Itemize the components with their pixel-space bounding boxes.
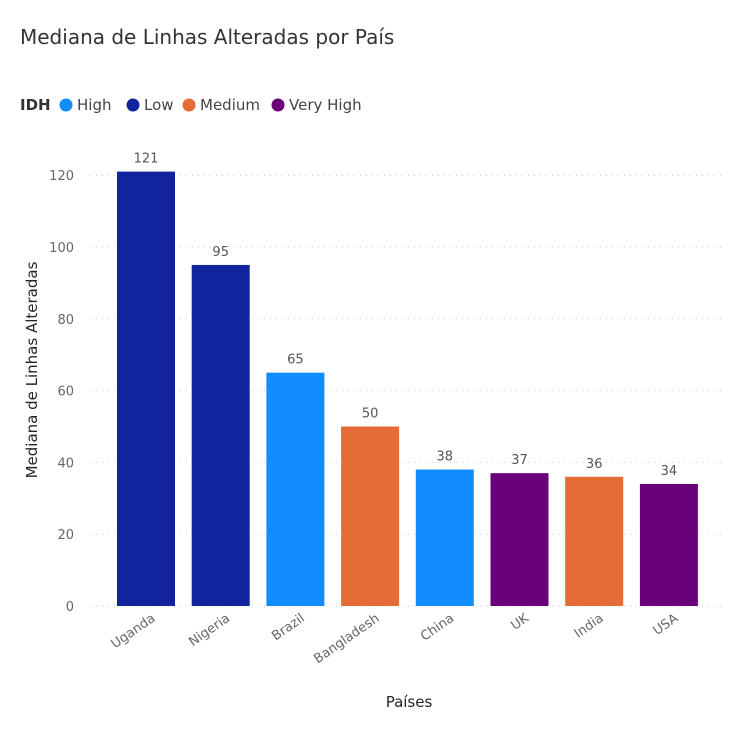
y-tick-label: 120 — [49, 169, 74, 184]
legend-title: IDH — [20, 96, 51, 114]
bars — [117, 171, 698, 607]
x-tick-label-nigeria: Nigeria — [186, 611, 233, 650]
data-label-india: 36 — [586, 457, 603, 472]
x-axis-title: Países — [386, 693, 433, 711]
data-label-bangladesh: 50 — [362, 407, 379, 422]
data-label-nigeria: 95 — [212, 245, 229, 260]
data-label-china: 38 — [437, 450, 454, 465]
bar-china — [415, 469, 474, 606]
data-labels: 121 95 65 50 38 37 36 34 — [134, 152, 678, 479]
y-axis-title: Mediana de Linhas Alteradas — [23, 261, 41, 478]
data-label-brazil: 65 — [287, 353, 304, 368]
bar-uk — [490, 473, 549, 606]
x-tick-label-china: China — [418, 611, 457, 645]
x-tick-label-bangladesh: Bangladesh — [311, 611, 382, 667]
y-tick-label: 100 — [49, 241, 74, 256]
x-tick-label-usa: USA — [651, 611, 682, 639]
legend: IDH High Low Medium Very High — [20, 96, 362, 114]
bar-usa — [639, 483, 698, 606]
legend-label-high: High — [77, 96, 111, 114]
legend-marker-very-high — [271, 98, 285, 112]
legend-marker-low — [126, 98, 140, 112]
legend-label-low: Low — [144, 96, 174, 114]
x-tick-label-india: India — [572, 611, 607, 642]
x-axis-ticks: Uganda Nigeria Brazil Bangladesh China UK Indi… — [109, 611, 682, 667]
data-label-usa: 34 — [661, 464, 678, 479]
gridlines — [90, 174, 724, 607]
bar-nigeria — [191, 264, 250, 606]
x-tick-label-brazil: Brazil — [269, 611, 307, 644]
y-tick-label: 0 — [66, 600, 74, 615]
y-tick-label: 40 — [57, 456, 74, 471]
x-tick-label-uganda: Uganda — [109, 611, 159, 652]
legend-marker-medium — [182, 98, 196, 112]
legend-label-medium: Medium — [200, 96, 260, 114]
chart-title: Mediana de Linhas Alteradas por País — [20, 25, 394, 49]
y-tick-label: 60 — [57, 385, 74, 400]
y-axis-ticks: 0 20 40 60 80 100 120 — [49, 169, 74, 615]
x-tick-label-uk: UK — [508, 611, 532, 634]
bar-bangladesh — [341, 426, 400, 606]
data-label-uk: 37 — [511, 453, 528, 468]
y-tick-label: 80 — [57, 313, 74, 328]
legend-label-very-high: Very High — [289, 96, 362, 114]
bar-uganda — [117, 171, 175, 607]
bar-brazil — [266, 372, 325, 606]
data-label-uganda: 121 — [134, 152, 159, 167]
y-tick-label: 20 — [57, 528, 74, 543]
bar-india — [565, 476, 624, 606]
legend-marker-high — [59, 98, 73, 112]
